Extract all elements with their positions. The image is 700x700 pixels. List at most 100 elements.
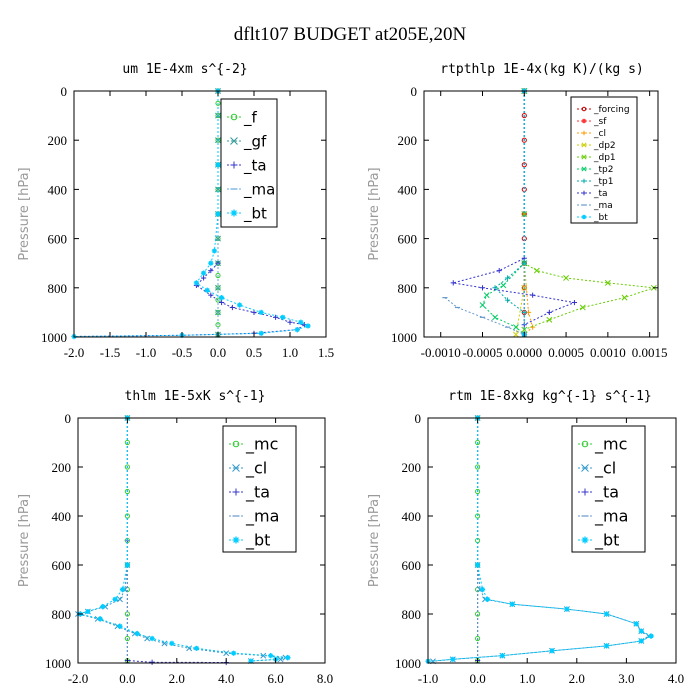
data-point [117, 596, 123, 603]
legend-label: _sf [593, 117, 607, 127]
legend: _f _gf _ta _ma _bt [220, 98, 278, 228]
x-tick-label: 6.0 [267, 671, 283, 686]
legend: _mc _cl _ta _ma _bt [571, 425, 646, 553]
x-tick-label: 1.0 [519, 671, 535, 686]
plot-frame [427, 417, 677, 664]
data-point [280, 314, 286, 320]
data-point [215, 297, 221, 303]
data-point [549, 648, 555, 654]
data-point [219, 299, 225, 306]
x-tick-label: -0.5 [172, 345, 193, 360]
x-tick-label: -0.0005 [462, 345, 502, 360]
data-point [287, 319, 293, 325]
data-point [215, 113, 221, 119]
y-axis-label: Pressure [hPa] [367, 494, 382, 587]
series-ta [124, 415, 229, 666]
legend-marker [581, 488, 589, 496]
legend-label: _tp1 [593, 177, 613, 187]
legend-marker [230, 137, 238, 145]
legend-label: _cl [245, 459, 267, 479]
legend-marker [581, 178, 587, 184]
legend-marker [232, 536, 240, 544]
legend-marker [581, 154, 587, 160]
data-point [305, 323, 311, 329]
data-point [530, 324, 536, 330]
x-tick-label: 0.0015 [632, 345, 668, 360]
data-point [124, 439, 130, 446]
data-point [258, 309, 264, 315]
legend-label: _forcing [593, 105, 630, 115]
y-tick-label: 400 [402, 509, 422, 524]
x-tick-label: 2.0 [569, 671, 585, 686]
data-point [215, 186, 221, 193]
chart-title: um 1E-4xm s^{-2} [122, 62, 247, 77]
series-line [78, 418, 288, 662]
legend-label: _bt [593, 213, 608, 223]
y-tick-label: 1000 [41, 330, 67, 345]
y-tick-label: 200 [402, 460, 422, 475]
legend-label: _ta [245, 483, 270, 503]
data-point [169, 640, 175, 646]
data-point [268, 653, 274, 659]
y-tick-label: 1000 [45, 656, 71, 671]
y-tick-label: 1000 [391, 330, 417, 345]
legend-box [570, 96, 638, 224]
y-tick-label: 200 [48, 133, 68, 148]
plot-frame [73, 90, 327, 338]
x-tick-label: 3.0 [618, 671, 634, 686]
y-tick-label: 800 [52, 607, 72, 622]
legend-marker [581, 190, 587, 196]
x-tick-label: 0.0 [210, 345, 226, 360]
legend-marker [581, 440, 589, 448]
data-point [149, 659, 155, 665]
legend-label: _ma [243, 180, 275, 199]
series-line [453, 91, 577, 326]
data-point [521, 211, 528, 217]
x-tick-label: 0.0 [469, 671, 485, 686]
legend-label: _bt [245, 531, 270, 551]
x-tick-label: -1.5 [100, 345, 121, 360]
data-point [124, 635, 130, 642]
data-point [112, 596, 118, 602]
data-point [97, 616, 103, 622]
series-ta [450, 88, 578, 328]
data-point [512, 331, 519, 338]
series-line [73, 91, 310, 337]
y-tick-label: 0 [415, 411, 422, 426]
data-point [215, 285, 221, 291]
legend-label: _ma [594, 507, 628, 527]
y-tick-label: 200 [52, 460, 72, 475]
legend-box [220, 98, 278, 228]
x-tick-label: 8.0 [317, 671, 333, 686]
data-point [475, 635, 481, 642]
data-point [499, 653, 505, 659]
data-point [479, 302, 486, 308]
x-tick-label: 4.0 [668, 671, 684, 686]
data-point [475, 488, 481, 495]
legend-label: _bt [594, 531, 619, 551]
y-axis-label: Pressure [hPa] [17, 167, 32, 260]
y-tick-label: 400 [48, 182, 68, 197]
legend: _forcing _sf _cl _dp2 _dp1 _tp2 _tp1 _ta _ma _bt [570, 96, 638, 224]
data-point [208, 267, 214, 274]
y-tick-label: 800 [48, 281, 68, 296]
legend-marker [581, 214, 587, 220]
x-tick-label: 1.5 [318, 345, 334, 360]
data-point [521, 113, 527, 119]
data-point [251, 309, 257, 315]
data-point [521, 137, 527, 143]
data-point [633, 621, 639, 627]
x-tick-label: -1.0 [418, 671, 439, 686]
data-point [124, 488, 130, 495]
data-point [231, 650, 237, 656]
legend-label: _mc [594, 435, 627, 455]
legend-label: _ma [593, 201, 613, 211]
data-point [648, 633, 654, 639]
y-tick-label: 0 [411, 84, 418, 99]
legend-label: _cl [593, 129, 606, 139]
data-point [509, 601, 515, 607]
series-line [427, 418, 653, 662]
legend: _mc _cl _ta _ma _bt [222, 425, 297, 553]
legend-marker [232, 440, 240, 448]
